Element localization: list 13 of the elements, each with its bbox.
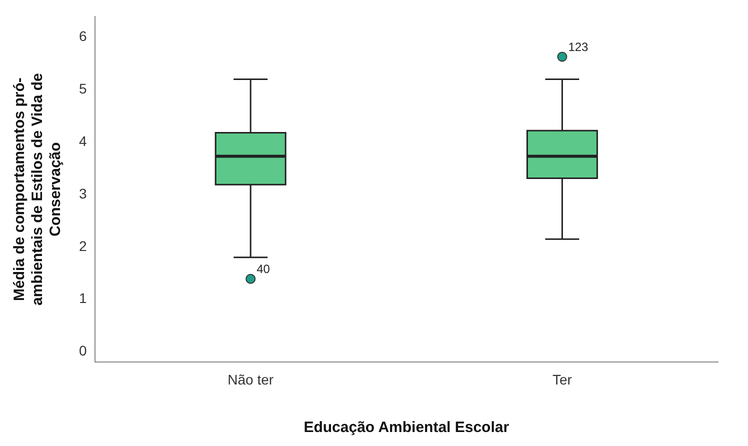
y-axis-title: Média de comportamentos pró-ambientais de Estilos de Vida de Conservação: [11, 73, 64, 306]
x-axis-title: Educação Ambiental Escolar: [304, 419, 510, 436]
y-tick-label: 1: [78, 290, 87, 306]
y-tick-label: 3: [78, 185, 87, 202]
y-tick-label: 2: [78, 238, 87, 254]
y-tick-label: 6: [78, 28, 87, 44]
y-tick-label: 4: [78, 133, 87, 150]
annotation: 40: [256, 262, 270, 276]
x-tick-label: Não ter: [228, 371, 274, 388]
x-tick-label: Ter: [552, 371, 572, 388]
y-tick-label: 5: [78, 80, 87, 97]
annotation: 123: [568, 40, 589, 54]
y-tick-label: 0: [78, 342, 87, 359]
